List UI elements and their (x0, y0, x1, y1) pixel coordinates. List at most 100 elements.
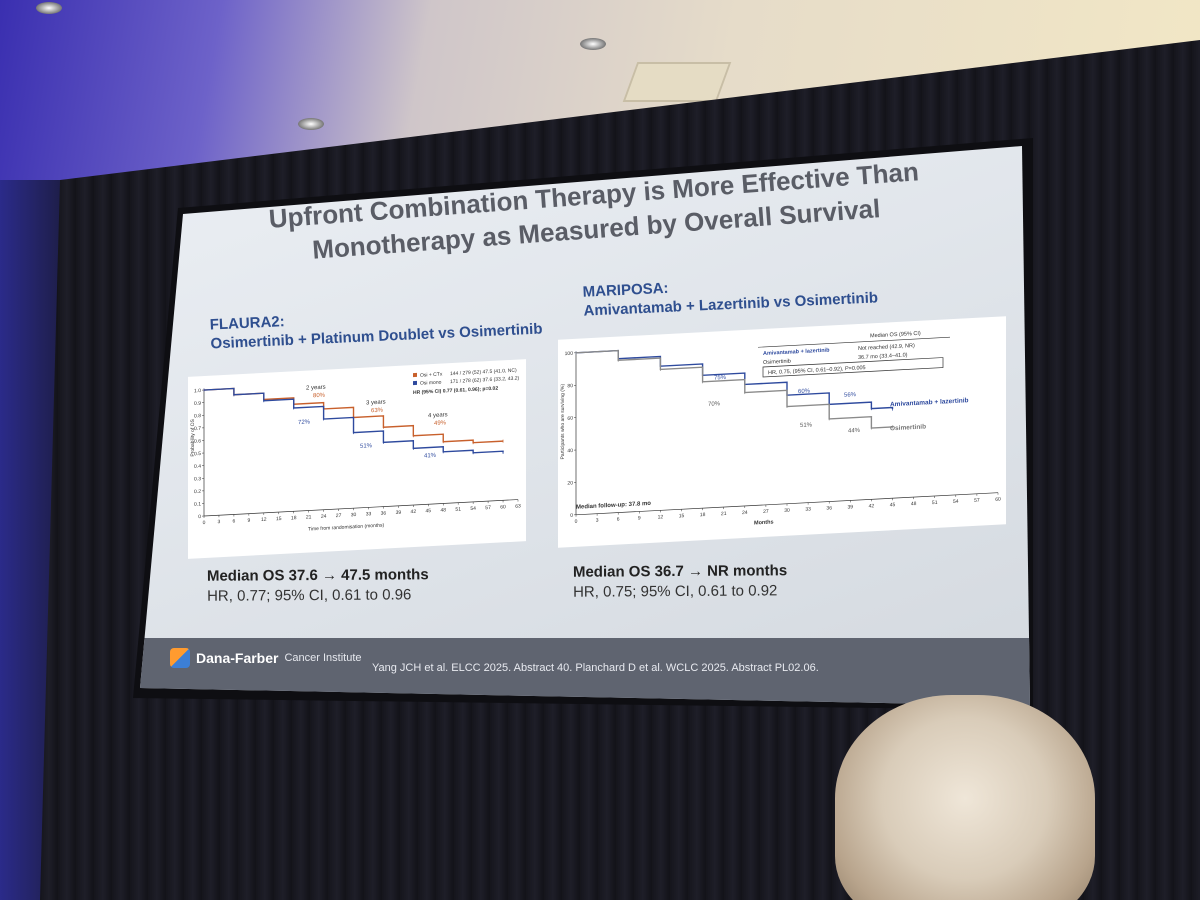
mariposa-x-tick-label: 6 (617, 517, 620, 523)
annotation-72pct: 72% (298, 419, 311, 426)
ceiling-light (36, 2, 62, 14)
flaura2-ylabel: Probability of OS (190, 418, 196, 456)
annotation-41pct: 41% (424, 453, 437, 460)
mariposa-x-tick-label: 42 (869, 503, 875, 509)
audience-member-head (835, 695, 1095, 900)
ceiling-light (298, 118, 324, 130)
flaura2-x-tick-label: 48 (440, 507, 446, 513)
annotation-60pct: 60% (798, 389, 811, 396)
mariposa-x-tick-label: 24 (742, 510, 748, 516)
mariposa-x-tick-label: 0 (575, 519, 578, 525)
mariposa-y-tick-label: 20 (567, 480, 573, 486)
flaura2-x-tick-label: 42 (411, 509, 417, 515)
flaura2-x-tick-label: 39 (396, 510, 402, 516)
flaura2-x-tick-label: 51 (455, 507, 461, 513)
hr-box (762, 357, 944, 378)
mariposa-y-tick-label: 100 (565, 351, 574, 357)
flaura2-x-tick-label: 18 (291, 515, 297, 521)
flaura2-y-tick-label: 0.6 (194, 438, 201, 444)
mariposa-km-plot: 0 3 6 9 12 15 18 21 24 27 30 33 36 39 42 45 48 51 54 57 60 10… (558, 316, 1006, 548)
flaura2-xlabel: Time from randomisation (months) (308, 523, 385, 533)
flaura2-x-tick-label: 6 (233, 518, 236, 524)
curve-label-osi: Osimertinib (890, 423, 926, 432)
flaura2-x-tick-label: 27 (336, 513, 342, 519)
right-hr-text: HR, 0.75; 95% CI, 0.61 to 0.92 (573, 582, 778, 601)
flaura2-x-tick-label: 57 (485, 505, 491, 511)
flaura2-y-tick-label: 1.0 (194, 388, 201, 394)
mariposa-x-tick-label: 18 (700, 512, 706, 518)
legend-swatch-osi-ctx (413, 372, 417, 378)
annotation-3-years: 3 years (366, 400, 386, 407)
legend-label-osi-ctx: Osi + CTx (420, 372, 443, 379)
ceiling-light (580, 38, 606, 50)
annotation-4-years: 4 years (428, 412, 448, 419)
flaura2-x-tick-label: 33 (366, 511, 372, 517)
legend-swatch-osi-mono (413, 380, 417, 386)
flaura2-y-tick-label: 0.4 (194, 464, 201, 470)
flaura2-y-tick-label: 0.1 (194, 501, 201, 507)
mariposa-x-tick-label: 57 (974, 498, 980, 504)
flaura2-x-tick-label: 54 (470, 506, 476, 512)
flaura2-x-tick-label: 0 (203, 520, 206, 526)
ceiling-vent (622, 62, 732, 102)
left-median-block: Median OS 37.6 → 47.5 months HR, 0.77; 9… (207, 565, 429, 607)
annotation-51pct: 51% (800, 422, 813, 429)
mariposa-km-svg: 0 3 6 9 12 15 18 21 24 27 30 33 36 39 42 45 48 51 54 57 6010… (560, 331, 1001, 527)
flaura2-x-tick-label: 15 (276, 516, 282, 522)
annotation-2-years: 2 years (306, 385, 326, 392)
annotation-56pct: 56% (844, 392, 857, 399)
annotation-63pct: 63% (371, 408, 384, 415)
table-rule (758, 336, 950, 348)
flaura2-x-axis (204, 499, 518, 517)
table-row-ami-name: Amivantamab + lazertinib (763, 347, 830, 357)
mariposa-series-line-0 (576, 349, 894, 410)
mariposa-x-tick-label: 30 (784, 508, 790, 514)
mariposa-x-tick-label: 60 (995, 497, 1001, 503)
flaura2-x-tick-label: 9 (247, 518, 250, 524)
mariposa-x-tick-label: 33 (805, 506, 811, 512)
table-row-osi-value: 36.7 mo (33.4–41.0) (858, 352, 908, 361)
annotation-75pct: 75% (714, 375, 727, 382)
legend-hr-row: HR (95% CI) 0.77 (0.61, 0.96); p=0.02 (413, 386, 498, 396)
flaura2-y-tick-label: 0.3 (194, 476, 201, 482)
dfci-logo-icon (170, 648, 190, 668)
mariposa-x-tick-label: 48 (911, 501, 917, 507)
flaura2-x-tick-label: 21 (306, 514, 312, 520)
hr-box-text: HR, 0.75, (95% CI, 0.61–0.92), P=0.005 (768, 365, 866, 376)
left-hr-text: HR, 0.77; 95% CI, 0.61 to 0.96 (207, 586, 412, 605)
flaura2-x-tick-label: 30 (351, 512, 357, 518)
mariposa-x-tick-label: 36 (826, 505, 832, 511)
flaura2-x-tick-label: 36 (381, 510, 387, 516)
legend-value-osi-ctx: 144 / 279 (52) 47.5 (41.0, NC) (450, 368, 517, 378)
flaura2-y-tick-label: 0.7 (194, 426, 201, 432)
annotation-44pct: 44% (848, 428, 861, 435)
flaura2-y-tick-label: 0.8 (194, 413, 201, 419)
dfci-logo-block: Dana-Farber Cancer Institute (170, 648, 362, 668)
mariposa-y-tick-label: 0 (570, 513, 573, 519)
curve-label-ami: Amivantamab + lazertinib (890, 397, 969, 408)
flaura2-y-tick-label: 0.2 (194, 489, 201, 495)
flaura2-x-tick-label: 24 (321, 514, 327, 520)
annotation-70pct: 70% (708, 401, 721, 408)
mariposa-x-tick-label: 45 (890, 502, 896, 508)
right-median-os: Median OS 36.7 → NR months (572, 562, 788, 581)
mariposa-x-tick-label: 21 (721, 511, 727, 517)
flaura2-y-tick-label: 0 (198, 514, 201, 520)
flaura2-y-tick-label: 0.5 (194, 451, 201, 457)
mariposa-y-tick-label: 80 (567, 383, 573, 389)
mariposa-x-tick-label: 51 (932, 500, 938, 506)
annotation-49pct: 49% (434, 420, 447, 427)
mariposa-xlabel: Months (754, 519, 774, 526)
mariposa-x-tick-label: 39 (848, 504, 854, 510)
flaura2-x-tick-label: 45 (426, 508, 432, 514)
legend-value-osi-mono: 171 / 278 (62) 37.6 (33.2, 43.2) (450, 375, 520, 385)
mariposa-ylabel: Participants who are surviving (%) (560, 383, 566, 459)
flaura2-x-tick-label: 60 (500, 504, 506, 510)
flaura2-x-tick-label: 12 (261, 517, 267, 523)
mariposa-x-tick-label: 15 (679, 513, 685, 519)
flaura2-x-tick-label: 63 (515, 503, 521, 509)
mariposa-y-tick-label: 60 (567, 416, 573, 422)
mariposa-x-tick-label: 27 (763, 509, 769, 515)
left-median-os: Median OS 37.6 → 47.5 months (206, 566, 429, 585)
flaura2-y-tick-label: 0.9 (194, 401, 201, 407)
